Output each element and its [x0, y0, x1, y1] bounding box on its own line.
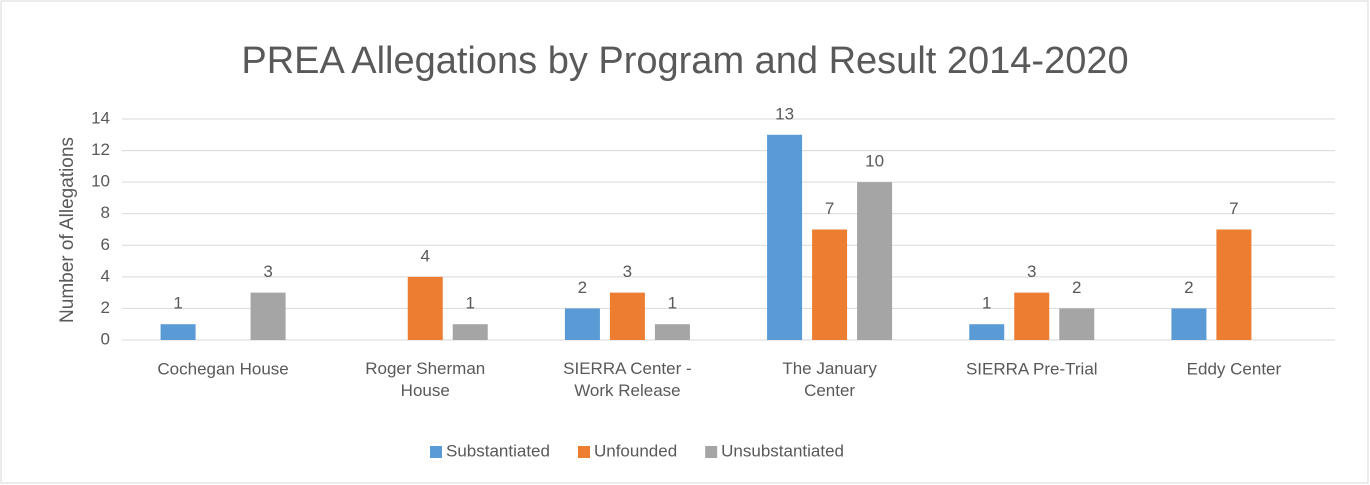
x-tick-label: SIERRA Center -Work Release	[563, 359, 692, 400]
data-label: 13	[775, 104, 794, 123]
bar	[1216, 229, 1252, 340]
x-tick-label: SIERRA Pre-Trial	[966, 359, 1098, 378]
data-label: 1	[982, 294, 991, 313]
bar	[1171, 308, 1207, 340]
data-label: 7	[1229, 199, 1238, 218]
bar	[407, 276, 443, 340]
bar	[1059, 308, 1095, 340]
legend-swatch	[430, 446, 442, 458]
x-tick-label: The January Center	[782, 359, 877, 400]
data-label: 4	[421, 246, 430, 265]
legend-label: Unfounded	[594, 441, 677, 460]
legend-swatch	[705, 446, 718, 458]
bar	[654, 324, 690, 340]
bar	[969, 324, 1005, 340]
y-tick-label: 12	[91, 140, 110, 159]
data-label: 1	[668, 294, 677, 313]
legend-label: Substantiated	[446, 441, 550, 460]
y-tick-label: 10	[91, 172, 110, 191]
data-label: 7	[825, 199, 834, 218]
data-label: 3	[623, 262, 632, 281]
y-tick-label: 2	[101, 298, 110, 317]
bar	[857, 182, 893, 340]
bar	[452, 324, 488, 340]
chart-title: PREA Allegations by Program and Result 2…	[241, 40, 1128, 82]
bar	[250, 292, 286, 340]
legend-label: Unsubstantiated	[721, 441, 844, 460]
y-tick-label: 0	[101, 329, 110, 348]
y-tick-label: 8	[101, 203, 110, 222]
data-label: 2	[1184, 278, 1193, 297]
bar	[767, 134, 803, 340]
y-axis-label: Number of Allegations	[57, 137, 78, 323]
x-tick-label: Eddy Center	[1187, 359, 1282, 378]
y-tick-label: 6	[101, 235, 110, 254]
x-tick-label: Roger Sherman House	[365, 359, 485, 400]
legend-swatch	[577, 446, 590, 458]
bar	[1014, 292, 1050, 340]
bar	[160, 324, 196, 340]
bar	[564, 308, 600, 340]
data-label: 10	[865, 152, 884, 171]
bar	[609, 292, 645, 340]
x-tick-label: Cochegan House	[157, 359, 288, 378]
data-label: 3	[1027, 262, 1036, 281]
data-label: 1	[466, 294, 475, 313]
data-label: 2	[578, 278, 587, 297]
data-label: 1	[173, 294, 182, 313]
bar	[812, 229, 848, 340]
y-tick-label: 4	[101, 266, 110, 285]
data-label: 3	[263, 262, 272, 281]
data-label: 2	[1072, 278, 1081, 297]
y-tick-label: 14	[91, 108, 110, 127]
